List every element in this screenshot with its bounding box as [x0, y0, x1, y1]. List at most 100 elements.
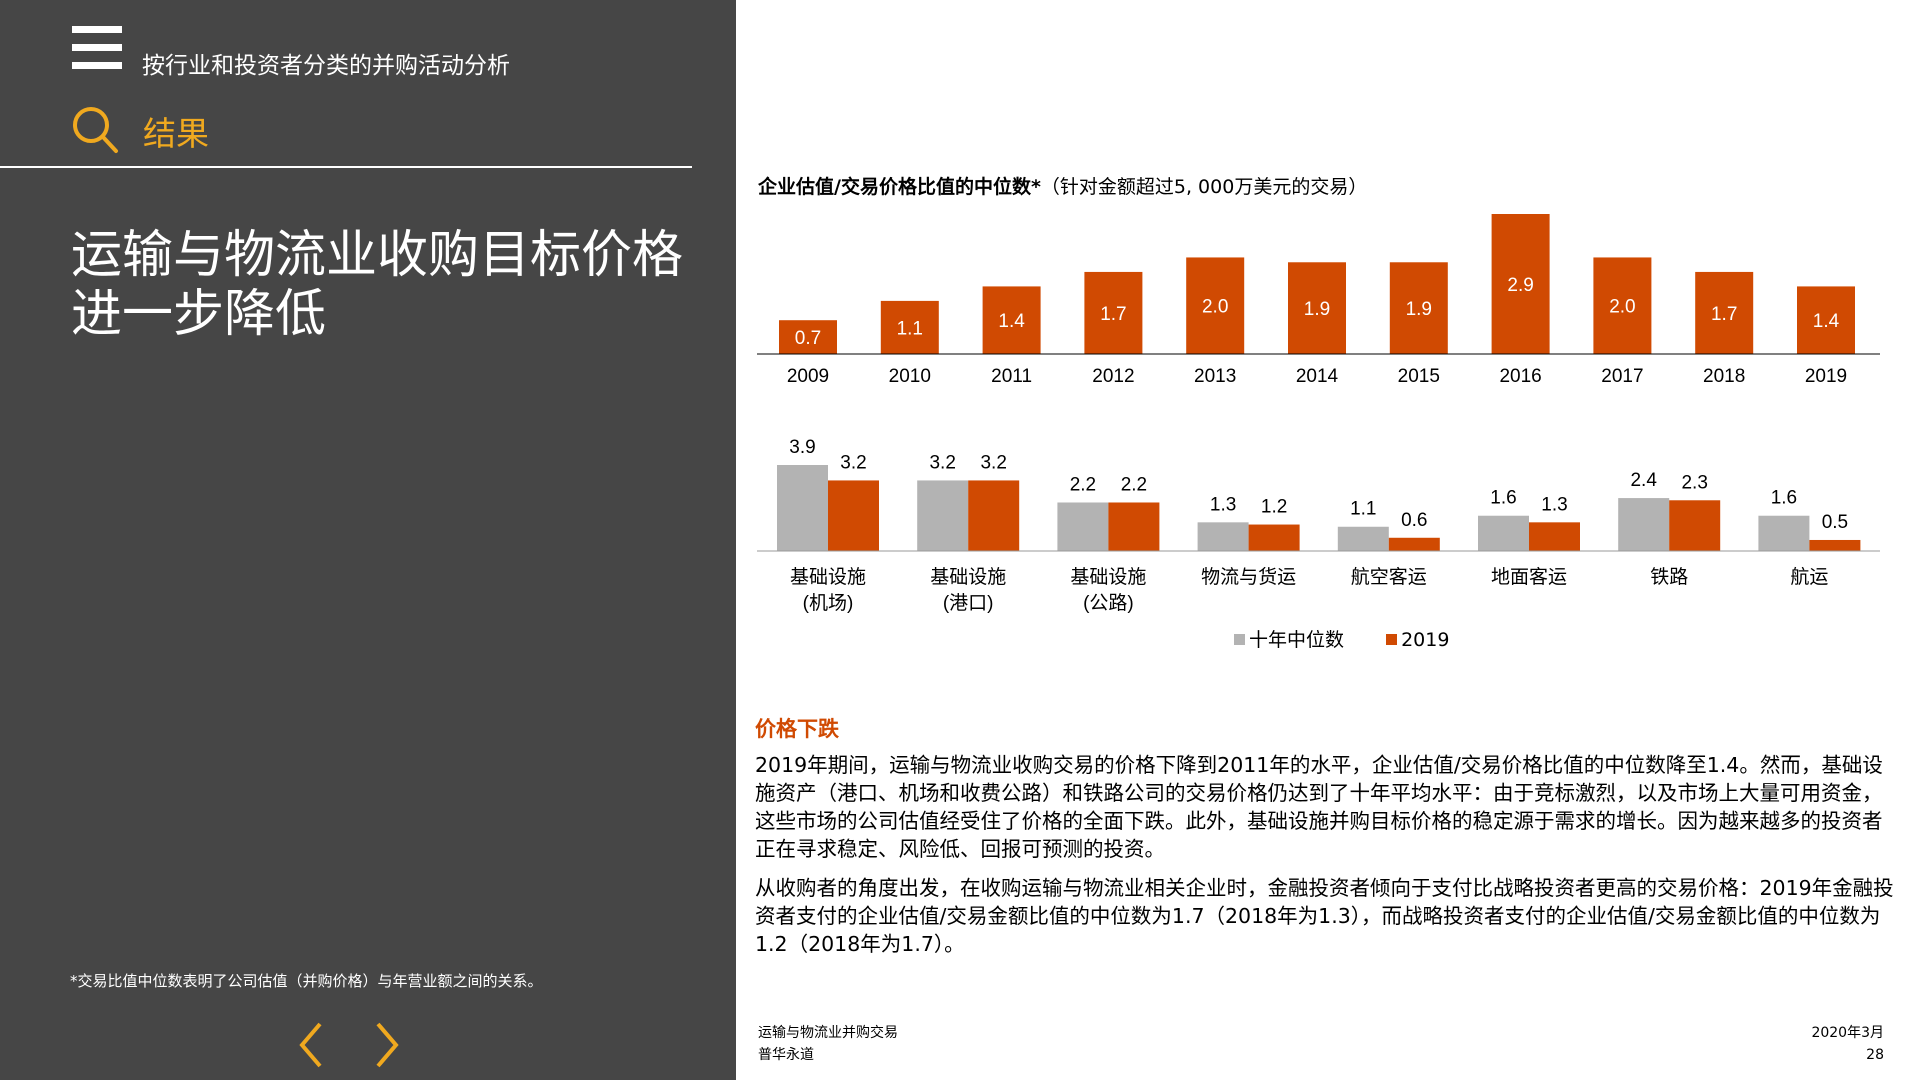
bar-label-median-1: 3.2	[929, 452, 955, 473]
text-subhead: 价格下跌	[755, 717, 839, 741]
sidebar-panel: 按行业和投资者分类的并购活动分析 结果 运输与物流业收购目标价格进一步降低 *交…	[0, 0, 736, 1080]
bar-median-5	[1478, 515, 1529, 551]
x-tick-2010: 2010	[889, 366, 931, 387]
bar-label-2019: 1.4	[1813, 311, 1840, 332]
bar-label-median-6: 2.4	[1630, 470, 1657, 491]
bar-label-2016: 2.9	[1507, 275, 1533, 296]
search-icon[interactable]	[70, 104, 120, 160]
x-tick-label-2-1: (公路)	[1083, 592, 1134, 614]
bar-label-2019-1: 3.2	[980, 452, 1006, 473]
bar-label-median-3: 1.3	[1210, 494, 1236, 515]
menu-icon[interactable]	[72, 26, 122, 70]
legend-label-median: 十年中位数	[1249, 629, 1345, 651]
bar-2019-4	[1388, 537, 1440, 551]
section-label: 结果	[143, 114, 209, 153]
x-tick-label-6-0: 铁路	[1650, 566, 1688, 588]
body-paragraph-2: 从收购者的角度出发，在收购运输与物流业相关企业时，金融投资者倾向于支付比战略投资…	[755, 876, 1894, 956]
sector-ratio-chart: 3.9 3.2 基础设施 (机场) 3.2 3.2 基础设施 (港口) 2.2 2.2 基础设施 (公…	[757, 437, 1880, 614]
x-tick-2017: 2017	[1601, 366, 1643, 387]
footer-report-title: 运输与物流业并购交易	[758, 1025, 898, 1041]
bar-2019	[1797, 286, 1855, 354]
bar-label-2019-2: 2.2	[1121, 474, 1147, 495]
x-tick-label-5-0: 地面客运	[1491, 566, 1567, 588]
bar-2013	[1186, 257, 1245, 354]
bar-2019-1	[968, 480, 1020, 551]
bar-label-median-2: 2.2	[1070, 474, 1096, 495]
bar-median-7	[1758, 515, 1810, 551]
chart-title: 企业估值/交易价格比值的中位数*（针对金额超过5, 000万美元的交易）	[758, 172, 1367, 199]
chart-title-bold: 企业估值/交易价格比值的中位数*	[758, 176, 1041, 198]
bar-label-2019-3: 1.2	[1261, 497, 1287, 518]
bar-label-2010: 1.1	[897, 318, 923, 339]
bar-label-2019-6: 2.3	[1681, 472, 1707, 493]
chevron-right-icon	[376, 1022, 399, 1068]
bar-median-4	[1337, 526, 1389, 551]
x-tick-label-1-1: (港口)	[943, 592, 994, 614]
x-tick-2019: 2019	[1805, 366, 1847, 387]
legend-swatch-grey	[1234, 634, 1245, 645]
bar-label-2011: 1.4	[998, 311, 1025, 332]
footer-right: 2020年3月 28	[1750, 1022, 1884, 1066]
yearly-ratio-chart: 0.7 2009 1.1 2010 1.4 2011 1.7 2012 2.0 2013 1.9 20…	[757, 214, 1880, 387]
x-tick-label-7-0: 航运	[1790, 566, 1828, 588]
bar-label-2018: 1.7	[1711, 304, 1737, 325]
bar-2014	[1288, 262, 1346, 354]
bar-label-2013: 2.0	[1202, 297, 1228, 318]
bar-2019-3	[1248, 524, 1300, 551]
bar-label-2019-0: 3.2	[840, 452, 866, 473]
x-tick-2016: 2016	[1499, 366, 1541, 387]
bar-2018	[1695, 271, 1754, 354]
x-tick-2015: 2015	[1398, 366, 1440, 387]
bar-2015	[1389, 262, 1448, 354]
bar-label-median-5: 1.6	[1490, 488, 1516, 509]
page-heading: 运输与物流业收购目标价格进一步降低	[71, 226, 684, 344]
bar-label-median-0: 3.9	[789, 437, 815, 458]
x-tick-label-1-0: 基础设施	[930, 566, 1006, 588]
chart-title-note: （针对金额超过5, 000万美元的交易）	[1040, 176, 1368, 198]
bar-2012	[1084, 271, 1143, 354]
chart-legend: 十年中位数 2019	[1234, 625, 1485, 652]
bar-median-1	[917, 480, 969, 551]
bar-2011	[982, 286, 1041, 354]
page-number: 28	[1866, 1047, 1884, 1063]
bar-label-2019-7: 0.5	[1822, 512, 1848, 533]
bar-label-2009: 0.7	[795, 328, 821, 349]
x-tick-label-0-1: (机场)	[803, 592, 854, 614]
bar-label-2017: 2.0	[1609, 297, 1635, 318]
bar-2010	[880, 300, 939, 354]
bar-label-2019-5: 1.3	[1541, 494, 1567, 515]
bar-2019-7	[1809, 539, 1861, 551]
x-tick-2012: 2012	[1092, 366, 1134, 387]
x-tick-label-2-0: 基础设施	[1070, 566, 1146, 588]
footer-date: 2020年3月	[1811, 1025, 1884, 1041]
bar-2009	[779, 320, 837, 354]
prev-page-button[interactable]	[296, 1020, 326, 1074]
header-title: 按行业和投资者分类的并购活动分析	[142, 53, 510, 79]
next-page-button[interactable]	[372, 1020, 402, 1074]
bar-median-2	[1057, 502, 1109, 551]
x-tick-2011: 2011	[991, 366, 1032, 387]
x-tick-2018: 2018	[1703, 366, 1745, 387]
bar-2019-2	[1108, 502, 1160, 551]
x-tick-2009: 2009	[787, 366, 829, 387]
divider	[0, 166, 692, 168]
bar-label-2012: 1.7	[1100, 304, 1126, 325]
bar-2016	[1491, 214, 1550, 354]
x-tick-2014: 2014	[1296, 366, 1339, 387]
body-paragraph-1: 2019年期间，运输与物流业收购交易的价格下降到2011年的水平，企业估值/交易…	[755, 753, 1883, 861]
bar-label-2014: 1.9	[1304, 299, 1330, 320]
x-tick-2013: 2013	[1194, 366, 1236, 387]
bar-median-6	[1618, 498, 1670, 551]
x-tick-label-3-0: 物流与货运	[1201, 566, 1296, 588]
bar-label-median-4: 1.1	[1350, 499, 1376, 520]
bar-2019-5	[1529, 522, 1580, 551]
bar-2019-6	[1669, 500, 1721, 551]
legend-item-2019: 2019	[1386, 629, 1449, 651]
bar-median-3	[1197, 522, 1249, 551]
x-tick-label-4-0: 航空客运	[1351, 566, 1427, 588]
bar-2019-0	[828, 480, 879, 551]
bar-label-2019-4: 0.6	[1401, 510, 1427, 531]
chevron-left-icon	[299, 1022, 322, 1068]
bar-label-median-7: 1.6	[1771, 488, 1797, 509]
legend-item-median: 十年中位数	[1234, 625, 1344, 652]
